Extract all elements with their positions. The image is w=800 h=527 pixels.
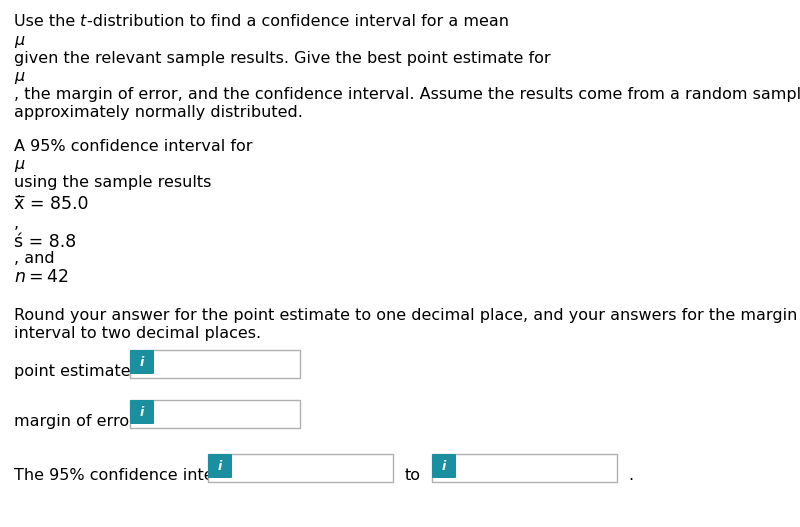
Text: A 95% confidence interval for: A 95% confidence interval for — [14, 139, 253, 154]
FancyBboxPatch shape — [432, 454, 617, 482]
Text: μ: μ — [14, 69, 24, 84]
Text: μ: μ — [14, 33, 24, 48]
FancyBboxPatch shape — [432, 454, 456, 478]
Text: -distribution to find a confidence interval for a mean: -distribution to find a confidence inter… — [86, 14, 509, 29]
Text: ś = 8.8: ś = 8.8 — [14, 233, 76, 251]
Text: The 95% confidence interval is: The 95% confidence interval is — [14, 468, 262, 483]
FancyBboxPatch shape — [130, 350, 154, 374]
Text: i: i — [218, 460, 222, 473]
Text: t: t — [80, 14, 86, 29]
FancyBboxPatch shape — [130, 350, 300, 378]
Text: margin of error =: margin of error = — [14, 414, 154, 429]
Text: interval to two decimal places.: interval to two decimal places. — [14, 326, 261, 341]
FancyBboxPatch shape — [130, 400, 154, 424]
Text: to: to — [405, 468, 421, 483]
Text: using the sample results: using the sample results — [14, 175, 211, 190]
Text: ,: , — [14, 216, 19, 231]
Text: .: . — [628, 468, 633, 483]
FancyBboxPatch shape — [130, 400, 300, 428]
Text: , the margin of error, and the confidence interval. Assume the results come from: , the margin of error, and the confidenc… — [14, 87, 800, 102]
Text: i: i — [140, 356, 144, 368]
Text: approximately normally distributed.: approximately normally distributed. — [14, 105, 303, 120]
FancyBboxPatch shape — [208, 454, 232, 478]
Text: , and: , and — [14, 251, 54, 266]
Text: given the relevant sample results. Give the best point estimate for: given the relevant sample results. Give … — [14, 51, 550, 66]
Text: point estimate =: point estimate = — [14, 364, 150, 379]
FancyBboxPatch shape — [208, 454, 393, 482]
Text: i: i — [140, 405, 144, 418]
Text: i: i — [442, 460, 446, 473]
Text: ẋ̅ = 85.0: ẋ̅ = 85.0 — [14, 195, 89, 213]
Text: Round your answer for the point estimate to one decimal place, and your answers : Round your answer for the point estimate… — [14, 308, 800, 323]
Text: Use the: Use the — [14, 14, 80, 29]
Text: μ: μ — [14, 157, 24, 172]
Text: $n = 42$: $n = 42$ — [14, 268, 69, 286]
